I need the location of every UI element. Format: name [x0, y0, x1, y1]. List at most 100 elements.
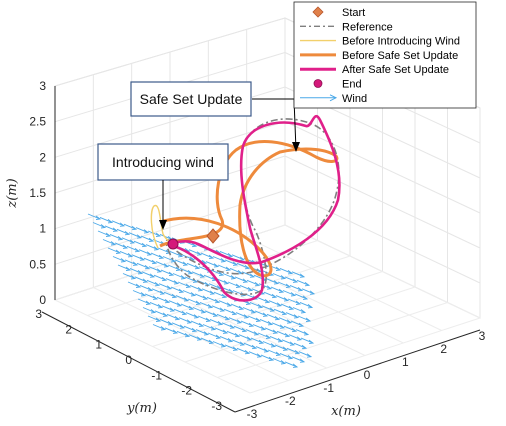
y-tick-label: -1	[151, 368, 162, 382]
wind-arrow	[261, 305, 275, 312]
wind-arrow	[194, 293, 208, 300]
wind-arrow	[124, 259, 138, 266]
end-marker	[167, 238, 179, 250]
y-axis-line	[41, 311, 236, 413]
wind-arrow	[151, 288, 165, 295]
wind-arrow	[185, 312, 199, 319]
wind-arrowhead	[263, 348, 270, 353]
z-tick-label: 2	[39, 150, 46, 164]
wind-arrow	[297, 315, 311, 322]
wind-arrowhead	[231, 310, 238, 316]
legend-label: Before Introducing Wind	[342, 36, 460, 48]
grid-lines	[54, 17, 481, 394]
wind-arrow	[136, 262, 150, 269]
wind-arrowhead	[210, 326, 217, 331]
wind-arrow	[171, 322, 185, 329]
wind-arrow	[281, 339, 295, 346]
wind-arrowhead	[273, 280, 280, 285]
wind-arrowhead	[131, 225, 138, 231]
wind-arrow	[296, 279, 310, 286]
wind-arrow	[284, 361, 298, 368]
wind-arrow	[269, 335, 283, 342]
x-axis-label: x(m)	[331, 404, 361, 419]
wind-arrow	[270, 286, 284, 293]
wind-arrowhead	[249, 273, 256, 278]
wind-arrowhead	[163, 263, 170, 268]
wind-arrowhead	[244, 264, 251, 270]
wind-arrow	[175, 295, 189, 302]
wind-arrowhead	[246, 336, 253, 341]
wind-arrow	[216, 313, 230, 320]
wind-arrowhead	[251, 344, 258, 350]
wind-arrow	[188, 249, 202, 256]
wind-arrow	[257, 332, 271, 339]
wind-arrowhead	[274, 315, 281, 321]
wind-arrowhead	[240, 292, 247, 297]
wind-arrow	[104, 225, 118, 232]
introducing-wind-callout: Introducing wind	[97, 143, 229, 230]
y-tick-label: -3	[211, 399, 222, 413]
wind-arrowhead	[275, 351, 282, 356]
wind-arrowhead	[304, 281, 311, 287]
wind-arrowhead	[204, 281, 211, 287]
wind-arrowhead	[239, 341, 246, 346]
wind-arrow	[117, 264, 131, 271]
wind-arrow	[168, 300, 182, 307]
legend-label: Wind	[342, 93, 367, 105]
wind-arrowhead	[244, 349, 251, 355]
wind-arrowhead	[256, 353, 263, 358]
wind-arrow	[214, 327, 228, 334]
wind-arrowhead	[220, 343, 227, 348]
wind-arrow	[161, 305, 175, 312]
wind-arrowhead	[117, 236, 124, 241]
wind-arrow	[179, 267, 193, 274]
wind-arrowhead	[227, 253, 234, 258]
wind-arrowhead	[234, 332, 241, 338]
wind-arrowhead	[132, 261, 139, 266]
wind-arrow	[156, 296, 170, 303]
wind-arrow	[243, 342, 257, 349]
wind-arrow	[205, 261, 219, 268]
wind-arrowhead	[300, 309, 307, 314]
wind-arrow	[212, 256, 226, 262]
wind-arrowhead	[129, 239, 136, 244]
wind-arrowhead	[150, 309, 157, 314]
wind-arrow	[247, 315, 261, 322]
wind-arrow	[241, 271, 255, 278]
wind-arrowhead	[171, 293, 178, 299]
wind-arrowhead	[238, 305, 245, 311]
wind-arrow	[256, 296, 270, 303]
wind-arrowhead	[305, 317, 312, 322]
wind-arrow	[174, 259, 188, 266]
wind-arrowhead	[154, 281, 161, 287]
wind-arrow	[126, 245, 140, 252]
wind-arrowhead	[269, 307, 276, 312]
wind-arrowhead	[153, 246, 160, 251]
wind-arrow	[266, 313, 280, 320]
wind-arrow	[263, 291, 277, 298]
wind-arrow	[191, 271, 205, 278]
wind-field	[87, 213, 316, 368]
wind-arrow	[180, 303, 194, 310]
wind-arrowhead	[144, 264, 151, 270]
wind-arrowhead	[245, 300, 252, 305]
wind-arrow	[178, 317, 192, 324]
wind-arrow	[264, 327, 278, 334]
wind-arrowhead	[202, 295, 209, 300]
wind-arrow	[294, 293, 308, 300]
wind-arrowhead	[203, 331, 210, 336]
wind-arrowhead	[185, 283, 192, 288]
wind-arrow	[112, 256, 126, 262]
wind-arrow	[219, 335, 233, 342]
wind-arrowhead	[303, 331, 310, 336]
wind-arrowhead	[205, 317, 212, 322]
x-tick-label: 2	[440, 342, 447, 356]
wind-arrow	[127, 281, 141, 288]
wind-arrowhead	[135, 283, 142, 288]
y-tick-label: 3	[35, 307, 42, 321]
wind-arrow	[262, 341, 276, 347]
wind-arrow	[195, 329, 209, 336]
wind-arrow	[153, 274, 167, 281]
wind-arrow	[275, 295, 289, 302]
